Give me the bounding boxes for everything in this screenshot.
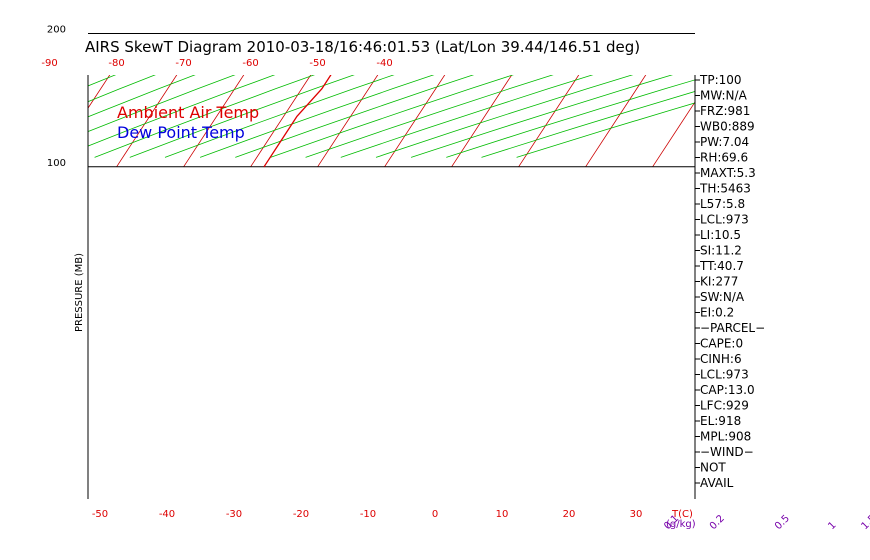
moist-adiabat-line	[52, 0, 870, 34]
isotherm-line	[250, 75, 312, 168]
y-axis-label: PRESSURE (MB)	[74, 253, 85, 332]
dry-adiabat-line	[410, 75, 674, 158]
x-axis-unit: T(C)	[671, 509, 693, 520]
bottom-temp-tick-label: -50	[92, 509, 108, 520]
mixing-ratio-tick-label: 0.5	[773, 513, 792, 532]
index-label: RH:69.6	[700, 151, 748, 165]
moist-adiabat-line	[140, 0, 870, 34]
index-label: TH:5463	[699, 182, 751, 196]
bottom-temp-tick-label: -40	[159, 509, 175, 520]
bottom-temp-tick-label: -30	[226, 509, 242, 520]
index-label: SI:11.2	[700, 244, 742, 258]
isotherm-line	[787, 0, 870, 167]
index-label: SW:N/A	[700, 290, 745, 304]
top-temp-tick-label: -80	[108, 58, 124, 69]
dry-adiabat-line	[235, 75, 475, 158]
isotherm-line	[652, 101, 695, 168]
isotherm-line	[518, 75, 580, 168]
isobar-layer	[88, 32, 695, 168]
bottom-temp-tick-label: 10	[496, 509, 509, 520]
index-label: LFC:929	[700, 399, 749, 413]
grid-layer	[0, 0, 870, 168]
moist-adiabat-line	[275, 0, 870, 34]
index-label: LI:10.5	[700, 228, 741, 242]
moist-adiabat-line	[338, 0, 870, 34]
mixing-ratio-tick-label: 1.5	[859, 513, 870, 532]
mixing-unit: (g/kg)	[666, 519, 696, 530]
index-label: CAP:13.0	[700, 383, 755, 397]
isotherm-line	[0, 0, 11, 167]
moist-adiabat-line	[222, 0, 870, 34]
index-label: FRZ:981	[700, 104, 750, 118]
pressure-tick-label: 200	[47, 24, 66, 35]
isotherm-line	[384, 75, 446, 168]
moist-adiabat-line	[78, 0, 870, 34]
index-label: MAXT:5.3	[700, 166, 756, 180]
index-label: LCL:973	[700, 368, 749, 382]
isotherm-line	[116, 75, 178, 168]
moist-adiabat-line	[500, 0, 870, 34]
mixing-ratio-tick-label: 0.2	[708, 513, 727, 532]
index-label: PW:7.04	[700, 135, 749, 149]
moist-adiabat-line	[660, 0, 870, 34]
moist-adiabat-line	[413, 0, 870, 34]
index-label: KI:277	[700, 275, 738, 289]
index-label: EI:0.2	[700, 306, 734, 320]
dry-adiabat-line	[516, 102, 695, 158]
index-label: −PARCEL−	[700, 321, 765, 335]
index-label: WB0:889	[700, 120, 755, 134]
isotherm-line	[854, 0, 870, 167]
chart-title: AIRS SkewT Diagram 2010-03-18/16:46:01.5…	[85, 38, 640, 56]
index-label: L57:5.8	[700, 197, 745, 211]
moist-adiabat-line	[586, 0, 870, 34]
isotherm-line	[88, 75, 111, 109]
top-temp-tick-label: -50	[309, 58, 325, 69]
isotherm-line	[183, 75, 245, 168]
top-temp-tick-label: -90	[41, 58, 57, 69]
index-label: NOT	[700, 461, 726, 475]
index-label: EL:918	[700, 414, 741, 428]
isotherm-line	[317, 75, 379, 168]
index-label: LCL:973	[700, 213, 749, 227]
index-label: CINH:6	[700, 352, 742, 366]
index-label: MW:N/A	[700, 89, 748, 103]
dry-adiabat-line	[375, 75, 634, 158]
mixing-ratio-tick-label: 1	[826, 520, 838, 532]
isotherm-line	[585, 75, 647, 168]
legend-temp: Ambient Air Temp	[117, 103, 259, 122]
top-temp-tick-label: -70	[175, 58, 191, 69]
bottom-temp-tick-label: 0	[432, 509, 438, 520]
moist-adiabat-line	[28, 0, 870, 34]
index-label: −WIND−	[700, 445, 754, 459]
bottom-temp-tick-label: 30	[630, 509, 643, 520]
moist-adiabat-line	[107, 0, 870, 34]
dry-adiabat-line	[270, 75, 514, 158]
bottom-temp-tick-label: -20	[293, 509, 309, 520]
index-label: AVAIL	[700, 476, 734, 490]
top-temp-tick-label: -60	[242, 58, 258, 69]
index-label: CAPE:0	[700, 337, 743, 351]
pressure-tick-label: 100	[47, 158, 66, 169]
dry-adiabat-line	[305, 75, 554, 158]
top-temp-tick-label: -40	[376, 58, 392, 69]
dry-adiabat-line	[164, 75, 395, 158]
bottom-temp-tick-label: 20	[563, 509, 576, 520]
index-label: MPL:908	[700, 430, 751, 444]
legend-dew: Dew Point Temp	[117, 123, 245, 142]
index-label: TT:40.7	[699, 259, 744, 273]
index-label: TP:100	[699, 73, 742, 87]
isotherm-line	[0, 0, 78, 167]
dry-adiabat-line	[340, 75, 594, 158]
moist-adiabat-line	[178, 0, 870, 34]
bottom-temp-tick-label: -10	[360, 509, 376, 520]
